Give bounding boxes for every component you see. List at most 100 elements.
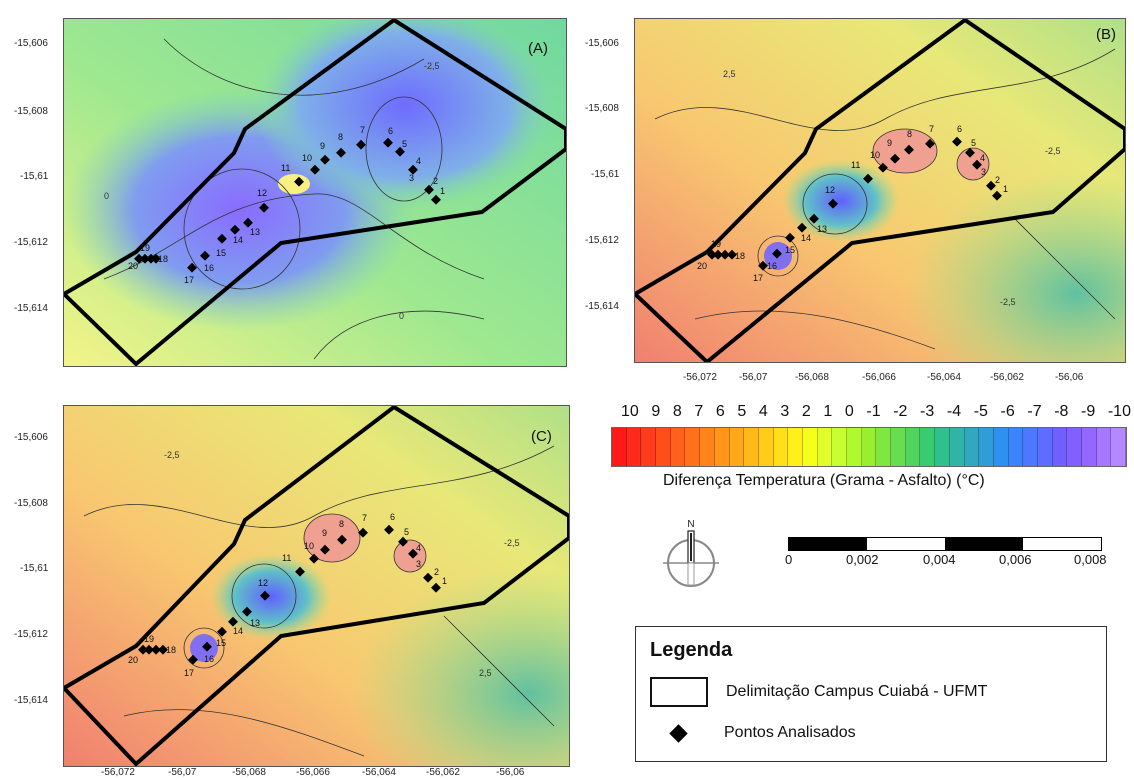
point-label: 17 — [753, 273, 763, 283]
point-label: 10 — [870, 150, 880, 160]
colorbar-swatch — [744, 428, 759, 466]
contour-label: -2,5 — [504, 538, 520, 548]
point-label: 1 — [1003, 184, 1008, 194]
point-label: 17 — [184, 275, 194, 285]
colorbar-swatch — [1111, 428, 1127, 466]
panel-label-c: (C) — [531, 428, 552, 445]
point-label: 16 — [767, 261, 777, 271]
point-label: 4 — [416, 156, 421, 166]
colorbar-swatch — [1052, 428, 1068, 466]
colorbar-swatch — [670, 428, 686, 466]
point-label: 11 — [851, 160, 860, 170]
y-tick-c-3: -15,612 — [14, 629, 48, 640]
colorbar-swatch — [641, 428, 657, 466]
scale-number: -4 — [946, 403, 962, 420]
scale-number: -6 — [1000, 403, 1015, 420]
legend-points-label: Pontos Analisados — [724, 724, 856, 741]
point-label: 2 — [433, 176, 438, 186]
point-label: 12 — [825, 185, 835, 195]
x-tick-c-6: -56,06 — [496, 767, 525, 778]
scale-number: -1 — [866, 403, 881, 420]
scale-number: -9 — [1081, 403, 1096, 420]
colorbar-swatch — [612, 428, 627, 466]
point-label: 14 — [801, 233, 811, 243]
x-tick-b-6: -56,06 — [1055, 372, 1084, 383]
point-label: 1 — [442, 576, 447, 586]
y-tick-c-2: -15,61 — [20, 563, 49, 574]
point-label: 6 — [957, 124, 962, 134]
scale-number: 3 — [780, 403, 790, 420]
x-tick-b-3: -56,066 — [862, 372, 896, 383]
point-label: 15 — [216, 248, 226, 258]
point-label: 9 — [320, 141, 325, 151]
colorbar-swatch — [788, 428, 803, 466]
contour-label: -2,5 — [164, 450, 180, 460]
colorbar-swatch — [1023, 428, 1038, 466]
y-tick-c-1: -15,608 — [14, 498, 48, 509]
contour-label: -2,5 — [1000, 297, 1016, 307]
compass-icon: N — [655, 513, 727, 607]
point-label: 18 — [735, 251, 745, 261]
x-tick-c-2: -56,068 — [232, 767, 266, 778]
scale-bar-label: 0 — [785, 552, 793, 567]
point-label: 13 — [250, 227, 260, 237]
point-label: 12 — [257, 188, 267, 198]
point-label: 7 — [929, 124, 934, 134]
y-tick-b-0: -15,606 — [585, 38, 619, 49]
colorbar-swatch — [832, 428, 847, 466]
temperature-colorbar — [611, 427, 1127, 467]
colorbar-swatch — [1037, 428, 1053, 466]
point-label: 20 — [697, 261, 707, 271]
point-label: 5 — [402, 139, 407, 149]
point-label: 8 — [907, 129, 912, 139]
scale-bar — [788, 537, 1102, 551]
point-label: 15 — [785, 245, 795, 255]
y-tick-b-3: -15,612 — [585, 235, 619, 246]
legend-row-boundary: Delimitação Campus Cuiabá - UFMT — [650, 677, 987, 707]
point-label: 6 — [390, 512, 395, 522]
point-label: 2 — [434, 567, 439, 577]
point-label: 3 — [409, 173, 414, 183]
x-tick-b-5: -56,062 — [990, 372, 1024, 383]
scale-number: 10 — [621, 403, 639, 420]
scale-bar-label: 0,008 — [1074, 552, 1107, 567]
y-tick-b-4: -15,614 — [585, 301, 619, 312]
scale-number: 5 — [737, 403, 747, 420]
scale-bar-label: 0,006 — [999, 552, 1032, 567]
point-label: 6 — [388, 126, 393, 136]
point-label: 20 — [128, 261, 138, 271]
point-label: 17 — [184, 668, 194, 678]
scale-number: 6 — [715, 403, 725, 420]
contour-label: 0 — [399, 311, 404, 321]
colorbar-swatch — [876, 428, 892, 466]
colorbar-swatch — [626, 428, 642, 466]
y-tick-c-0: -15,606 — [14, 432, 48, 443]
colorbar-swatch — [935, 428, 950, 466]
point-label: 3 — [981, 167, 986, 177]
colorbar-swatch — [817, 428, 833, 466]
color-scale-numbers: 10 9 8 7 6 5 4 3 2 1 0 -1 -2 -3 -4 -5 -6… — [621, 403, 1131, 421]
point-label: 12 — [258, 578, 268, 588]
map-legend: Legenda Delimitação Campus Cuiabá - UFMT… — [635, 626, 1107, 762]
y-tick-b-1: -15,608 — [585, 103, 619, 114]
point-label: 8 — [339, 519, 344, 529]
y-tick-b-2: -15,61 — [591, 169, 620, 180]
colorbar-swatch — [861, 428, 877, 466]
colorbar-swatch — [773, 428, 789, 466]
point-label: 16 — [204, 263, 214, 273]
colorbar-swatch — [1082, 428, 1097, 466]
legend-title: Legenda — [650, 639, 733, 661]
colorbar-swatch — [993, 428, 1009, 466]
contour-label: -2,5 — [1045, 146, 1061, 156]
point-label: 9 — [887, 138, 892, 148]
point-label: 19 — [144, 634, 154, 644]
x-tick-c-4: -56,064 — [362, 767, 396, 778]
colorbar-swatch — [1067, 428, 1082, 466]
point-label: 10 — [302, 153, 312, 163]
map-panel-c: 1 2 3 4 5 6 7 8 9 10 11 12 13 14 15 16 1… — [63, 405, 570, 767]
map-panel-a: 1 2 3 4 5 6 7 8 9 10 11 12 13 14 15 16 1… — [63, 18, 567, 367]
scale-number: -8 — [1054, 403, 1069, 420]
scale-number: -7 — [1027, 403, 1042, 420]
legend-row-points: Pontos Analisados — [650, 719, 856, 747]
colorbar-swatch — [920, 428, 936, 466]
